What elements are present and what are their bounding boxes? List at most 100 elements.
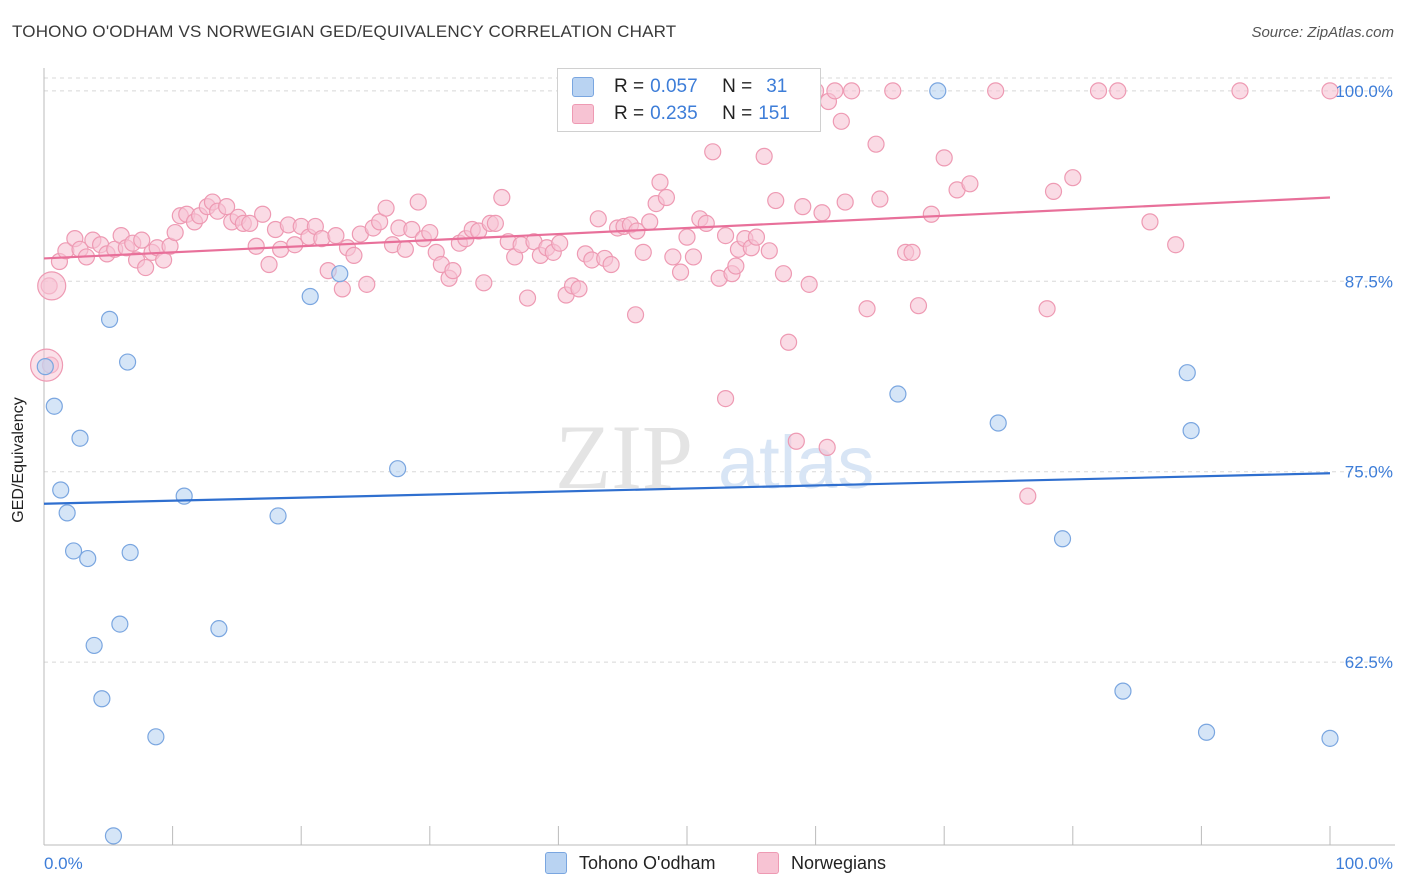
norwegians-point bbox=[396, 240, 414, 258]
norwegians-point bbox=[286, 236, 304, 254]
legend-r-value: 0.235 bbox=[650, 103, 698, 124]
norwegians-point bbox=[1044, 182, 1063, 201]
norwegians-point bbox=[260, 255, 278, 274]
bottom-legend-norwegians[interactable]: Norwegians bbox=[757, 852, 886, 874]
y-tick-label: 62.5% bbox=[1345, 653, 1393, 672]
norwegians-point bbox=[858, 300, 876, 318]
tohono-point bbox=[989, 414, 1007, 432]
legend-swatch-pink bbox=[572, 104, 594, 124]
bottom-legend-label-norwegians: Norwegians bbox=[791, 852, 887, 873]
norwegians-point bbox=[518, 289, 537, 307]
tohono-point bbox=[1321, 729, 1339, 747]
tohono-point bbox=[929, 82, 947, 100]
trend-lines bbox=[43, 196, 1331, 505]
legend-n-label: N = bbox=[722, 103, 753, 124]
norwegians-point bbox=[551, 234, 569, 252]
x-tick-label: 100.0% bbox=[1335, 854, 1393, 873]
norwegians-point bbox=[589, 210, 607, 228]
bottom-legend-tohono[interactable]: Tohono O'odham bbox=[545, 852, 716, 874]
norwegians-point bbox=[813, 204, 831, 222]
norwegians-point bbox=[641, 213, 659, 231]
norwegians-point bbox=[818, 438, 836, 456]
norwegians-point bbox=[779, 333, 798, 351]
norwegians-point bbox=[747, 228, 766, 246]
tohono-point bbox=[85, 636, 103, 655]
tohono-trend-line bbox=[43, 472, 1331, 505]
tohono-point bbox=[111, 615, 129, 633]
norwegians-point bbox=[727, 257, 745, 275]
norwegians-point bbox=[884, 82, 902, 100]
tohono-point bbox=[100, 310, 119, 328]
norwegians-point bbox=[247, 237, 265, 255]
tohono-point bbox=[118, 353, 137, 371]
legend-r-value: 0.057 bbox=[650, 76, 698, 97]
norwegians-point bbox=[1064, 169, 1082, 187]
norwegians-point bbox=[241, 214, 259, 232]
norwegians-point bbox=[634, 243, 652, 261]
bottom-legend-swatch-pink bbox=[757, 852, 779, 874]
norwegians-point bbox=[1321, 82, 1339, 100]
norwegians-point bbox=[767, 191, 785, 210]
norwegians-point bbox=[935, 149, 953, 167]
norwegians-point bbox=[826, 82, 844, 100]
norwegians-point bbox=[133, 231, 151, 249]
norwegians-point bbox=[961, 175, 979, 193]
tohono-point bbox=[1178, 364, 1196, 382]
norwegians-point bbox=[345, 246, 363, 264]
tohono-point bbox=[210, 620, 228, 638]
norwegians-point-large bbox=[37, 271, 67, 301]
norwegians-point bbox=[678, 228, 696, 246]
tohono-point bbox=[52, 481, 70, 499]
bottom-legend: Tohono O'odham Norwegians bbox=[0, 852, 1406, 878]
norwegians-point bbox=[1109, 82, 1127, 100]
tohono-point bbox=[1114, 682, 1132, 700]
norwegians-point bbox=[760, 242, 778, 260]
norwegians-point bbox=[716, 390, 735, 408]
legend-n-value: 31 bbox=[766, 76, 788, 97]
watermark: ZIP atlas bbox=[555, 406, 874, 508]
norwegians-point bbox=[867, 135, 885, 153]
tohono-point bbox=[269, 507, 287, 525]
norwegians-point bbox=[671, 263, 690, 281]
legend-n-label: N = bbox=[722, 76, 753, 97]
norwegians-point bbox=[987, 82, 1005, 100]
legend-row-tohono: R = 0.057 N = 31 bbox=[572, 75, 788, 99]
tohono-points bbox=[36, 82, 1339, 845]
norwegians-point bbox=[922, 205, 940, 223]
legend-r-label: R = bbox=[614, 103, 645, 124]
axes bbox=[43, 68, 1395, 846]
tohono-point bbox=[79, 549, 97, 568]
y-tick-label: 100.0% bbox=[1335, 82, 1393, 101]
tohono-point bbox=[58, 504, 76, 522]
norwegians-point bbox=[871, 190, 889, 208]
tohono-point bbox=[389, 460, 407, 478]
norwegians-trend-line bbox=[43, 196, 1331, 260]
norwegians-point bbox=[403, 220, 421, 239]
tohono-point bbox=[175, 487, 193, 505]
legend-row-norwegians: R = 0.235 N = 151 bbox=[572, 102, 790, 126]
norwegians-points bbox=[29, 82, 1339, 505]
x-tick-label: 0.0% bbox=[44, 854, 83, 873]
norwegians-point bbox=[684, 248, 703, 266]
norwegians-point bbox=[254, 205, 272, 223]
source-label: Source: ZipAtlas.com bbox=[1251, 24, 1394, 41]
tick-labels: 62.5% 75.0% 87.5% 100.0% 0.0% 100.0% bbox=[44, 82, 1393, 873]
norwegians-point bbox=[486, 214, 504, 232]
tohono-point bbox=[1197, 723, 1216, 741]
tohono-point bbox=[36, 358, 54, 376]
norwegians-point bbox=[272, 240, 290, 258]
bottom-legend-label-tohono: Tohono O'odham bbox=[579, 852, 716, 873]
norwegians-point bbox=[843, 82, 861, 100]
norwegians-point bbox=[377, 199, 395, 217]
legend-r-label: R = bbox=[614, 76, 645, 97]
tohono-point bbox=[64, 542, 83, 560]
norwegians-point bbox=[444, 262, 462, 280]
bottom-legend-swatch-blue bbox=[545, 852, 567, 874]
norwegians-point bbox=[657, 188, 676, 207]
legend-box: R = 0.057 N = 31 R = 0.235 N = 151 bbox=[557, 68, 821, 132]
norwegians-point bbox=[358, 275, 376, 293]
norwegians-point bbox=[327, 226, 345, 245]
y-tick-label: 87.5% bbox=[1345, 272, 1393, 291]
norwegians-point bbox=[794, 198, 812, 216]
